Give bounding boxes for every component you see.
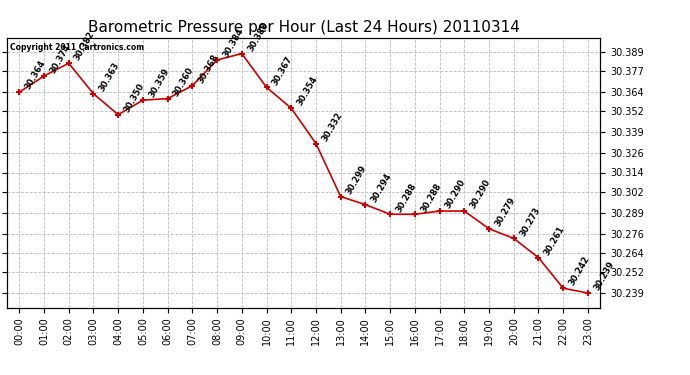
Text: Copyright 2011 Cartronics.com: Copyright 2011 Cartronics.com bbox=[10, 43, 144, 52]
Text: 30.382: 30.382 bbox=[73, 30, 97, 62]
Text: 30.242: 30.242 bbox=[567, 255, 591, 287]
Text: 30.332: 30.332 bbox=[320, 111, 344, 143]
Text: 30.294: 30.294 bbox=[370, 171, 393, 204]
Text: 30.374: 30.374 bbox=[48, 43, 72, 75]
Text: 30.290: 30.290 bbox=[469, 178, 493, 210]
Text: 30.279: 30.279 bbox=[493, 196, 517, 228]
Text: 30.273: 30.273 bbox=[518, 205, 542, 238]
Text: 30.364: 30.364 bbox=[23, 59, 48, 92]
Text: 30.299: 30.299 bbox=[345, 164, 368, 196]
Text: 30.359: 30.359 bbox=[147, 67, 171, 99]
Text: 30.288: 30.288 bbox=[419, 181, 443, 213]
Text: 30.363: 30.363 bbox=[97, 61, 121, 93]
Text: 30.350: 30.350 bbox=[122, 81, 146, 114]
Text: 30.368: 30.368 bbox=[197, 53, 220, 85]
Text: 30.354: 30.354 bbox=[295, 75, 319, 107]
Title: Barometric Pressure per Hour (Last 24 Hours) 20110314: Barometric Pressure per Hour (Last 24 Ho… bbox=[88, 20, 520, 35]
Text: 30.388: 30.388 bbox=[246, 21, 270, 53]
Text: 30.288: 30.288 bbox=[394, 181, 418, 213]
Text: 30.239: 30.239 bbox=[592, 260, 616, 292]
Text: 30.367: 30.367 bbox=[270, 54, 295, 87]
Text: 30.360: 30.360 bbox=[172, 66, 196, 98]
Text: 30.261: 30.261 bbox=[542, 224, 566, 257]
Text: 30.290: 30.290 bbox=[444, 178, 468, 210]
Text: 30.384: 30.384 bbox=[221, 27, 245, 59]
